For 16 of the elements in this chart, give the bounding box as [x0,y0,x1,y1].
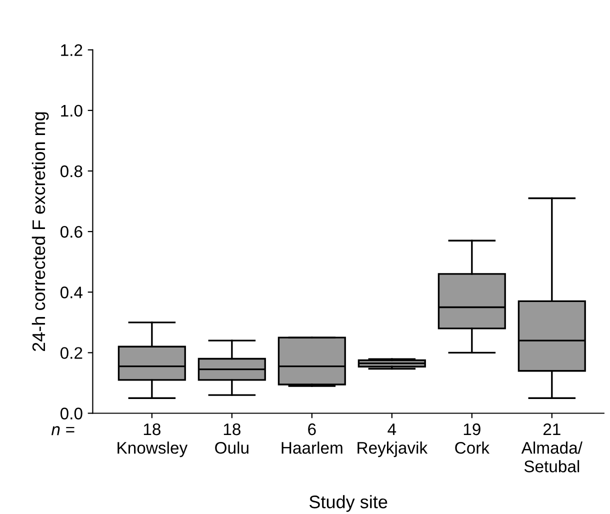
x-tick-label: 6 Haarlem [282,423,342,454]
x-tick-label: 4 Reykjavik [358,424,428,458]
x-tick-label: 19 Cork [455,423,490,454]
y-axis-title: 24-h corrected F excretion mg [32,112,49,352]
y-tick-label: 1.2 [61,44,82,56]
x-tick-label: 18 Knowsley [118,423,188,458]
y-tick-label: 0.2 [60,347,82,359]
y-tick-label: 0.8 [60,165,82,178]
y-tick-label: 0.6 [60,226,82,238]
y-tick-label: 1.0 [61,104,82,117]
text: n = [51,426,74,436]
x-tick-label: 21 Almada/ Setubal [521,423,582,472]
y-tick-label: 0.0 [60,408,82,420]
x-axis-title: Study site [309,495,388,512]
x-tick-label: 18 Oulu [215,423,248,454]
y-tick-label: 0.4 [60,286,83,298]
